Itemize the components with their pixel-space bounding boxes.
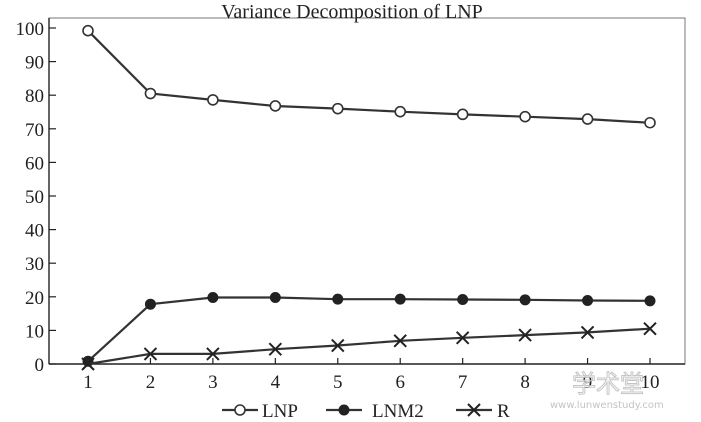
data-point (143, 347, 158, 361)
x-axis-ticks: 1 2 3 4 5 6 7 8 9 10 (83, 358, 660, 393)
series-line (87, 327, 651, 366)
data-point (467, 403, 481, 417)
y-tick-label: 100 (16, 19, 45, 40)
legend-label: LNP (262, 401, 298, 422)
legend-item-lnm2: LNM2 (326, 401, 424, 422)
legend-label: R (497, 401, 510, 422)
chart-title: Variance Decomposition of LNP (221, 1, 483, 23)
data-point (580, 325, 595, 340)
data-point (643, 322, 657, 336)
data-point (268, 342, 283, 356)
x-tick-label: 5 (333, 372, 343, 393)
data-point (519, 110, 531, 123)
y-tick-label: 70 (25, 120, 44, 141)
series-lnm2 (82, 291, 656, 367)
y-tick-label: 60 (25, 153, 44, 174)
y-tick-label: 90 (25, 53, 44, 74)
data-point (338, 404, 350, 416)
data-point (207, 291, 219, 303)
y-tick-label: 20 (25, 288, 44, 309)
data-point (519, 294, 531, 306)
data-point (206, 347, 220, 361)
series-r (81, 322, 657, 371)
data-point (455, 331, 470, 345)
data-point (332, 293, 344, 305)
data-point (644, 116, 656, 129)
x-tick-label: 6 (395, 372, 405, 393)
x-tick-label: 8 (520, 372, 530, 393)
series-group (81, 24, 657, 371)
x-tick-label: 2 (146, 372, 156, 393)
data-point (207, 94, 219, 106)
plot-frame (48, 17, 686, 365)
data-point (393, 334, 407, 348)
x-tick-label: 1 (83, 372, 93, 393)
data-point (331, 338, 345, 353)
series-line (87, 296, 651, 363)
y-tick-label: 0 (35, 355, 45, 376)
data-point (582, 294, 594, 306)
y-tick-label: 40 (25, 221, 44, 242)
x-tick-label: 3 (208, 372, 218, 393)
series-lnp (82, 24, 656, 129)
x-tick-label: 7 (458, 372, 468, 393)
y-axis-ticks: 0 10 20 30 40 50 60 70 80 90 100 (16, 19, 56, 376)
data-point (518, 328, 532, 342)
data-point (269, 100, 282, 112)
data-point (394, 293, 406, 305)
data-point (144, 298, 156, 310)
data-point (81, 357, 95, 371)
data-point (394, 105, 407, 118)
data-point (82, 24, 94, 37)
legend-item-lnp: LNP (222, 401, 298, 422)
x-tick-label: 10 (641, 372, 660, 393)
data-point (456, 108, 469, 121)
legend: LNP LNM2 R (222, 401, 510, 422)
data-point (269, 291, 281, 303)
data-point (581, 113, 594, 125)
data-point (457, 293, 469, 305)
legend-label: LNM2 (372, 401, 424, 422)
y-tick-label: 10 (25, 321, 44, 342)
y-tick-label: 80 (25, 86, 44, 107)
data-point (331, 102, 344, 115)
legend-item-r: R (456, 401, 510, 422)
x-tick-label: 9 (583, 372, 593, 393)
data-point (144, 87, 157, 100)
x-tick-label: 4 (271, 372, 281, 393)
y-tick-label: 30 (25, 254, 44, 275)
y-tick-label: 50 (25, 187, 44, 208)
series-line (87, 29, 651, 124)
data-point (644, 295, 656, 307)
data-point (234, 404, 246, 416)
